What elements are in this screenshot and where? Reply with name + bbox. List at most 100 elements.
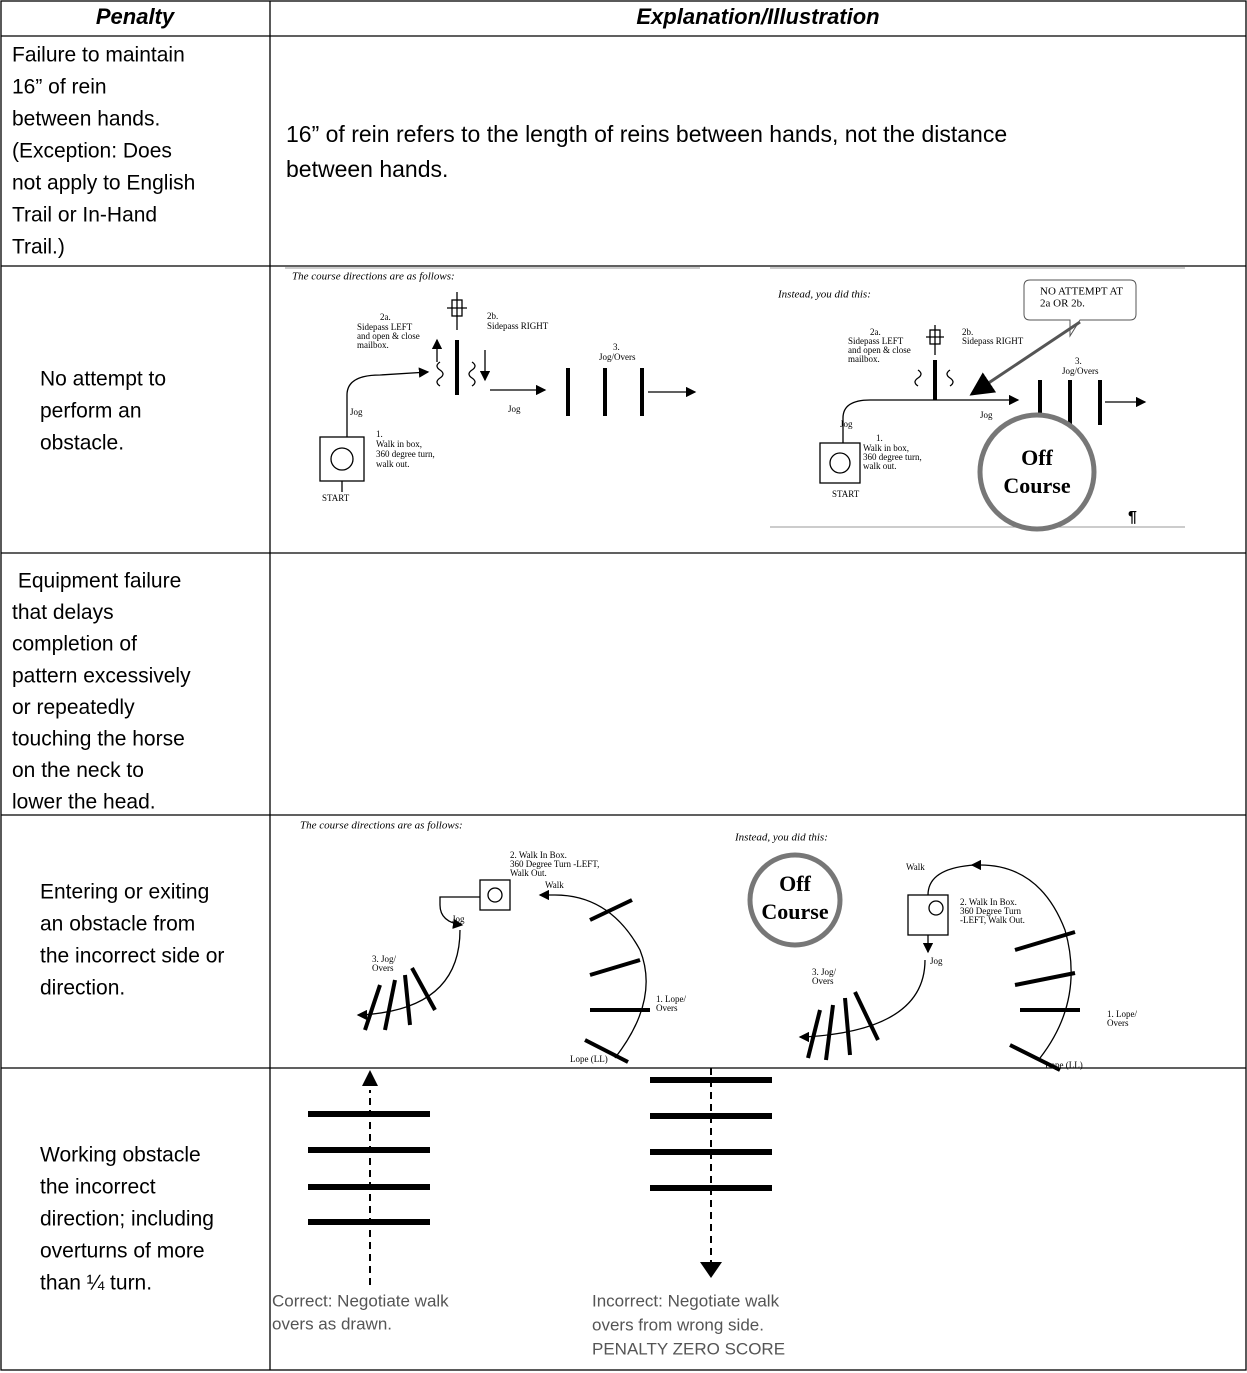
course-diagram: Instead, you did this: Off Course Walk 2… <box>734 832 1137 1072</box>
label: Sidepass LEFT <box>848 336 904 346</box>
penalty-line: between hands. <box>12 108 160 131</box>
label: Sidepass RIGHT <box>962 336 1024 346</box>
label: 360 Degree Turn <box>960 906 1021 916</box>
label: Sidepass RIGHT <box>487 321 549 331</box>
off-course: Course <box>1003 473 1070 498</box>
label: Walk in box, <box>863 443 909 453</box>
label: 360 degree turn, <box>376 449 435 459</box>
label: Jog <box>350 407 363 417</box>
caption: The course directions are as follows: <box>292 271 455 283</box>
label: walk out. <box>863 461 897 471</box>
label: Overs <box>656 1003 678 1013</box>
label: Jog/Overs <box>1062 366 1099 376</box>
caption: overs from wrong side. <box>592 1315 764 1334</box>
explanation-cell: 16” of rein refers to the length of rein… <box>286 121 1007 182</box>
penalty-line: Working obstacle <box>40 1144 201 1167</box>
caption: Correct: Negotiate walk <box>272 1291 449 1310</box>
label: START <box>322 493 350 503</box>
header-penalty: Penalty <box>96 4 176 29</box>
label: Walk <box>545 880 564 890</box>
off-course: Off <box>1021 445 1053 470</box>
label: Lope (LL) <box>1045 1060 1083 1070</box>
course-diagram: The course directions are as follows: 2.… <box>300 820 686 1065</box>
caption: Instead, you did this: <box>777 289 871 301</box>
course-diagram: Instead, you did this: NO ATTEMPT AT 2a … <box>770 267 1185 532</box>
penalty-line: that delays <box>12 601 114 624</box>
label: Walk <box>906 862 925 872</box>
label: START <box>832 489 860 499</box>
penalty-line: direction. <box>40 977 125 1000</box>
penalty-line: an obstacle from <box>40 913 195 936</box>
explanation-line: 16” of rein refers to the length of rein… <box>286 121 1007 147</box>
label: mailbox. <box>357 340 389 350</box>
penalty-line: touching the horse <box>12 728 185 751</box>
caption: Instead, you did this: <box>734 832 828 844</box>
mark: ¶ <box>1128 509 1137 526</box>
label: Walk Out. <box>510 868 547 878</box>
label: Overs <box>372 963 394 973</box>
penalty-line: on the neck to <box>12 759 144 782</box>
penalty-line: No attempt to <box>40 368 166 391</box>
callout: 2a OR 2b. <box>1040 298 1085 310</box>
label: and open & close <box>848 345 911 355</box>
label: 1. Lope/ <box>1107 1009 1137 1019</box>
explanation-line: between hands. <box>286 156 448 182</box>
label: Overs <box>812 976 834 986</box>
penalty-line: Entering or exiting <box>40 881 209 904</box>
label: 2b. <box>962 327 973 337</box>
penalty-line: not apply to English <box>12 172 195 195</box>
penalty-cell: Failure to maintain 16” of rein between ha… <box>12 44 195 259</box>
label: Jog <box>840 419 853 429</box>
header-explanation: Explanation/Illustration <box>636 4 879 29</box>
label: Jog/Overs <box>599 352 636 362</box>
penalty-line: pattern excessively <box>12 664 191 687</box>
penalty-line: than ¼ turn. <box>40 1272 152 1295</box>
label: -LEFT, Walk Out. <box>960 915 1025 925</box>
penalty-line: obstacle. <box>40 432 124 455</box>
label: Jog <box>930 956 943 966</box>
label: Jog <box>508 404 521 414</box>
penalty-line: (Exception: Does <box>12 140 172 163</box>
penalty-cell: Equipment failure that delays completion o… <box>12 570 191 814</box>
label: 3. Jog/ <box>372 954 397 964</box>
label: Sidepass LEFT <box>357 322 413 332</box>
label: Jog <box>980 410 993 420</box>
penalty-cell: Entering or exiting an obstacle from the i… <box>40 881 224 1000</box>
penalty-line: Failure to maintain <box>12 44 185 67</box>
label: 2. Walk In Box. <box>510 850 567 860</box>
penalty-line: the incorrect side or <box>40 945 224 968</box>
off-course: Course <box>761 899 828 924</box>
penalty-line: completion of <box>12 633 137 656</box>
penalty-line: Trail.) <box>12 236 65 259</box>
label: Lope (LL) <box>570 1054 608 1064</box>
label: mailbox. <box>848 354 880 364</box>
label: 2. Walk In Box. <box>960 897 1017 907</box>
label: 2a. <box>870 327 881 337</box>
penalty-line: perform an <box>40 400 142 423</box>
penalty-line: Equipment failure <box>12 570 181 593</box>
penalty-line: direction; including <box>40 1208 214 1231</box>
caption: Incorrect: Negotiate walk <box>592 1291 780 1310</box>
label: walk out. <box>376 459 410 469</box>
penalty-line: overturns of more <box>40 1240 205 1263</box>
label: 1. <box>376 429 383 439</box>
label: Walk in box, <box>376 439 422 449</box>
penalty-line: Trail or In-Hand <box>12 204 157 227</box>
label: 2a. <box>380 312 391 322</box>
label: and open & close <box>357 331 420 341</box>
walk-overs-illustration: Correct: Negotiate walk overs as drawn. … <box>272 1068 785 1358</box>
caption: overs as drawn. <box>272 1314 392 1333</box>
label: 3. <box>613 342 620 352</box>
penalty-line: the incorrect <box>40 1176 156 1199</box>
label: 3. <box>1075 356 1082 366</box>
penalty-cell: Working obstacle the incorrect direction; … <box>40 1144 214 1295</box>
penalty-line: lower the head. <box>12 791 156 814</box>
label: Overs <box>1107 1018 1129 1028</box>
label: 360 Degree Turn -LEFT, <box>510 859 599 869</box>
penalty-cell: No attempt to perform an obstacle. <box>40 368 166 455</box>
penalty-line: or repeatedly <box>12 696 135 719</box>
label: 3. Jog/ <box>812 967 837 977</box>
